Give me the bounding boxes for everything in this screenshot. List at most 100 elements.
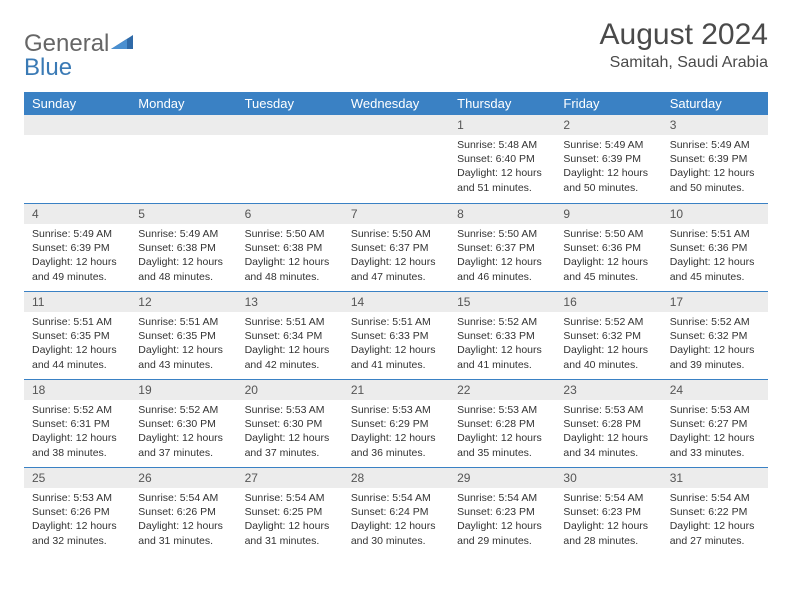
- daylight-text: Daylight: 12 hours and 50 minutes.: [670, 166, 760, 194]
- day-number: 19: [130, 379, 236, 400]
- calendar-day-cell: 13Sunrise: 5:51 AMSunset: 6:34 PMDayligh…: [237, 291, 343, 379]
- day-details: Sunrise: 5:51 AMSunset: 6:36 PMDaylight:…: [662, 224, 768, 288]
- day-details: Sunrise: 5:54 AMSunset: 6:23 PMDaylight:…: [555, 488, 661, 552]
- sunset-text: Sunset: 6:28 PM: [563, 417, 653, 431]
- daylight-text: Daylight: 12 hours and 45 minutes.: [563, 255, 653, 283]
- day-details: Sunrise: 5:49 AMSunset: 6:39 PMDaylight:…: [24, 224, 130, 288]
- day-details: Sunrise: 5:48 AMSunset: 6:40 PMDaylight:…: [449, 135, 555, 199]
- sunrise-text: Sunrise: 5:53 AM: [32, 491, 122, 505]
- daylight-text: Daylight: 12 hours and 33 minutes.: [670, 431, 760, 459]
- day-number: 20: [237, 379, 343, 400]
- daylight-text: Daylight: 12 hours and 48 minutes.: [138, 255, 228, 283]
- day-number: 12: [130, 291, 236, 312]
- daylight-text: Daylight: 12 hours and 37 minutes.: [138, 431, 228, 459]
- daylight-text: Daylight: 12 hours and 36 minutes.: [351, 431, 441, 459]
- sunset-text: Sunset: 6:38 PM: [138, 241, 228, 255]
- calendar-day-cell: 20Sunrise: 5:53 AMSunset: 6:30 PMDayligh…: [237, 379, 343, 467]
- day-details: Sunrise: 5:51 AMSunset: 6:33 PMDaylight:…: [343, 312, 449, 376]
- location-subtitle: Samitah, Saudi Arabia: [600, 54, 768, 72]
- sunrise-text: Sunrise: 5:54 AM: [457, 491, 547, 505]
- daylight-text: Daylight: 12 hours and 41 minutes.: [351, 343, 441, 371]
- day-number: 17: [662, 291, 768, 312]
- weekday-header: Saturday: [662, 92, 768, 115]
- day-details: Sunrise: 5:51 AMSunset: 6:35 PMDaylight:…: [24, 312, 130, 376]
- day-details: Sunrise: 5:53 AMSunset: 6:29 PMDaylight:…: [343, 400, 449, 464]
- sunrise-text: Sunrise: 5:50 AM: [563, 227, 653, 241]
- sunrise-text: Sunrise: 5:52 AM: [670, 315, 760, 329]
- day-number: 5: [130, 203, 236, 224]
- calendar-week-row: 25 Sunrise: 5:53 AM Sunset: 6:26 PM Dayligh…: [24, 467, 768, 555]
- day-number: 13: [237, 291, 343, 312]
- sunset-text: Sunset: 6:40 PM: [457, 152, 547, 166]
- sunrise-text: Sunrise: 5:53 AM: [457, 403, 547, 417]
- day-number: 15: [449, 291, 555, 312]
- sunset-text: Sunset: 6:36 PM: [670, 241, 760, 255]
- day-details: Sunrise: 5:54 AMSunset: 6:26 PMDaylight:…: [130, 488, 236, 552]
- sunset-text: Sunset: 6:39 PM: [32, 241, 122, 255]
- sunrise-text: Sunrise: 5:52 AM: [32, 403, 122, 417]
- sunrise-text: Sunrise: 5:52 AM: [563, 315, 653, 329]
- sunrise-text: Sunrise: 5:52 AM: [457, 315, 547, 329]
- calendar-day-cell: 16Sunrise: 5:52 AMSunset: 6:32 PMDayligh…: [555, 291, 661, 379]
- sunset-text: Sunset: 6:35 PM: [32, 329, 122, 343]
- day-number: 24: [662, 379, 768, 400]
- calendar-week-row: 18Sunrise: 5:52 AMSunset: 6:31 PMDayligh…: [24, 379, 768, 467]
- sunset-text: Sunset: 6:23 PM: [457, 505, 547, 519]
- sunrise-text: Sunrise: 5:51 AM: [670, 227, 760, 241]
- day-details: Sunrise: 5:53 AMSunset: 6:28 PMDaylight:…: [449, 400, 555, 464]
- daylight-text: Daylight: 12 hours and 40 minutes.: [563, 343, 653, 371]
- day-details: Sunrise: 5:50 AMSunset: 6:38 PMDaylight:…: [237, 224, 343, 288]
- daylight-text: Daylight: 12 hours and 48 minutes.: [245, 255, 335, 283]
- calendar-head: Sunday Monday Tuesday Wednesday Thursday…: [24, 92, 768, 115]
- daylight-text: Daylight: 12 hours and 44 minutes.: [32, 343, 122, 371]
- day-details: Sunrise: 5:52 AMSunset: 6:31 PMDaylight:…: [24, 400, 130, 464]
- daylight-text: Daylight: 12 hours and 50 minutes.: [563, 166, 653, 194]
- calendar-day-cell: 31Sunrise: 5:54 AMSunset: 6:22 PMDayligh…: [662, 467, 768, 555]
- sunset-text: Sunset: 6:30 PM: [138, 417, 228, 431]
- weekday-header: Wednesday: [343, 92, 449, 115]
- calendar-day-cell: 11Sunrise: 5:51 AMSunset: 6:35 PMDayligh…: [24, 291, 130, 379]
- day-number: 29: [449, 467, 555, 488]
- weekday-header: Monday: [130, 92, 236, 115]
- title-block: August 2024 Samitah, Saudi Arabia: [600, 18, 768, 72]
- calendar-table: Sunday Monday Tuesday Wednesday Thursday…: [24, 92, 768, 555]
- calendar-day-cell: 4Sunrise: 5:49 AMSunset: 6:39 PMDaylight…: [24, 203, 130, 291]
- calendar-day-cell: 2Sunrise: 5:49 AMSunset: 6:39 PMDaylight…: [555, 115, 661, 203]
- calendar-day-cell: 17Sunrise: 5:52 AMSunset: 6:32 PMDayligh…: [662, 291, 768, 379]
- sunset-text: Sunset: 6:39 PM: [670, 152, 760, 166]
- daylight-text: Daylight: 12 hours and 49 minutes.: [32, 255, 122, 283]
- day-number: 27: [237, 467, 343, 488]
- day-details: Sunrise: 5:51 AMSunset: 6:35 PMDaylight:…: [130, 312, 236, 376]
- sunset-text: Sunset: 6:26 PM: [138, 505, 228, 519]
- day-details: Sunrise: 5:49 AMSunset: 6:38 PMDaylight:…: [130, 224, 236, 288]
- sunset-text: Sunset: 6:37 PM: [351, 241, 441, 255]
- sunset-text: Sunset: 6:34 PM: [245, 329, 335, 343]
- daylight-text: Daylight: 12 hours and 47 minutes.: [351, 255, 441, 283]
- sunrise-text: Sunrise: 5:49 AM: [670, 138, 760, 152]
- sunrise-text: Sunrise: 5:52 AM: [138, 403, 228, 417]
- sunset-text: Sunset: 6:35 PM: [138, 329, 228, 343]
- daylight-text: Daylight: 12 hours and 34 minutes.: [563, 431, 653, 459]
- daylight-text: Daylight: 12 hours and 51 minutes.: [457, 166, 547, 194]
- day-number: 21: [343, 379, 449, 400]
- sunset-text: Sunset: 6:22 PM: [670, 505, 760, 519]
- sunrise-text: Sunrise: 5:54 AM: [245, 491, 335, 505]
- calendar-day-cell: 9Sunrise: 5:50 AMSunset: 6:36 PMDaylight…: [555, 203, 661, 291]
- day-number: [130, 115, 236, 135]
- sunset-text: Sunset: 6:31 PM: [32, 417, 122, 431]
- sunset-text: Sunset: 6:25 PM: [245, 505, 335, 519]
- sunset-text: Sunset: 6:30 PM: [245, 417, 335, 431]
- daylight-text: Daylight: 12 hours and 32 minutes.: [32, 519, 122, 547]
- day-details: Sunrise: 5:49 AMSunset: 6:39 PMDaylight:…: [662, 135, 768, 199]
- sunrise-text: Sunrise: 5:49 AM: [563, 138, 653, 152]
- daylight-text: Daylight: 12 hours and 27 minutes.: [670, 519, 760, 547]
- sunset-text: Sunset: 6:32 PM: [563, 329, 653, 343]
- day-number: 25: [24, 467, 130, 488]
- weekday-header: Tuesday: [237, 92, 343, 115]
- sunrise-text: Sunrise: 5:51 AM: [138, 315, 228, 329]
- day-number: 14: [343, 291, 449, 312]
- daylight-text: Daylight: 12 hours and 45 minutes.: [670, 255, 760, 283]
- weekday-header: Friday: [555, 92, 661, 115]
- sunrise-text: Sunrise: 5:50 AM: [245, 227, 335, 241]
- daylight-text: Daylight: 12 hours and 28 minutes.: [563, 519, 653, 547]
